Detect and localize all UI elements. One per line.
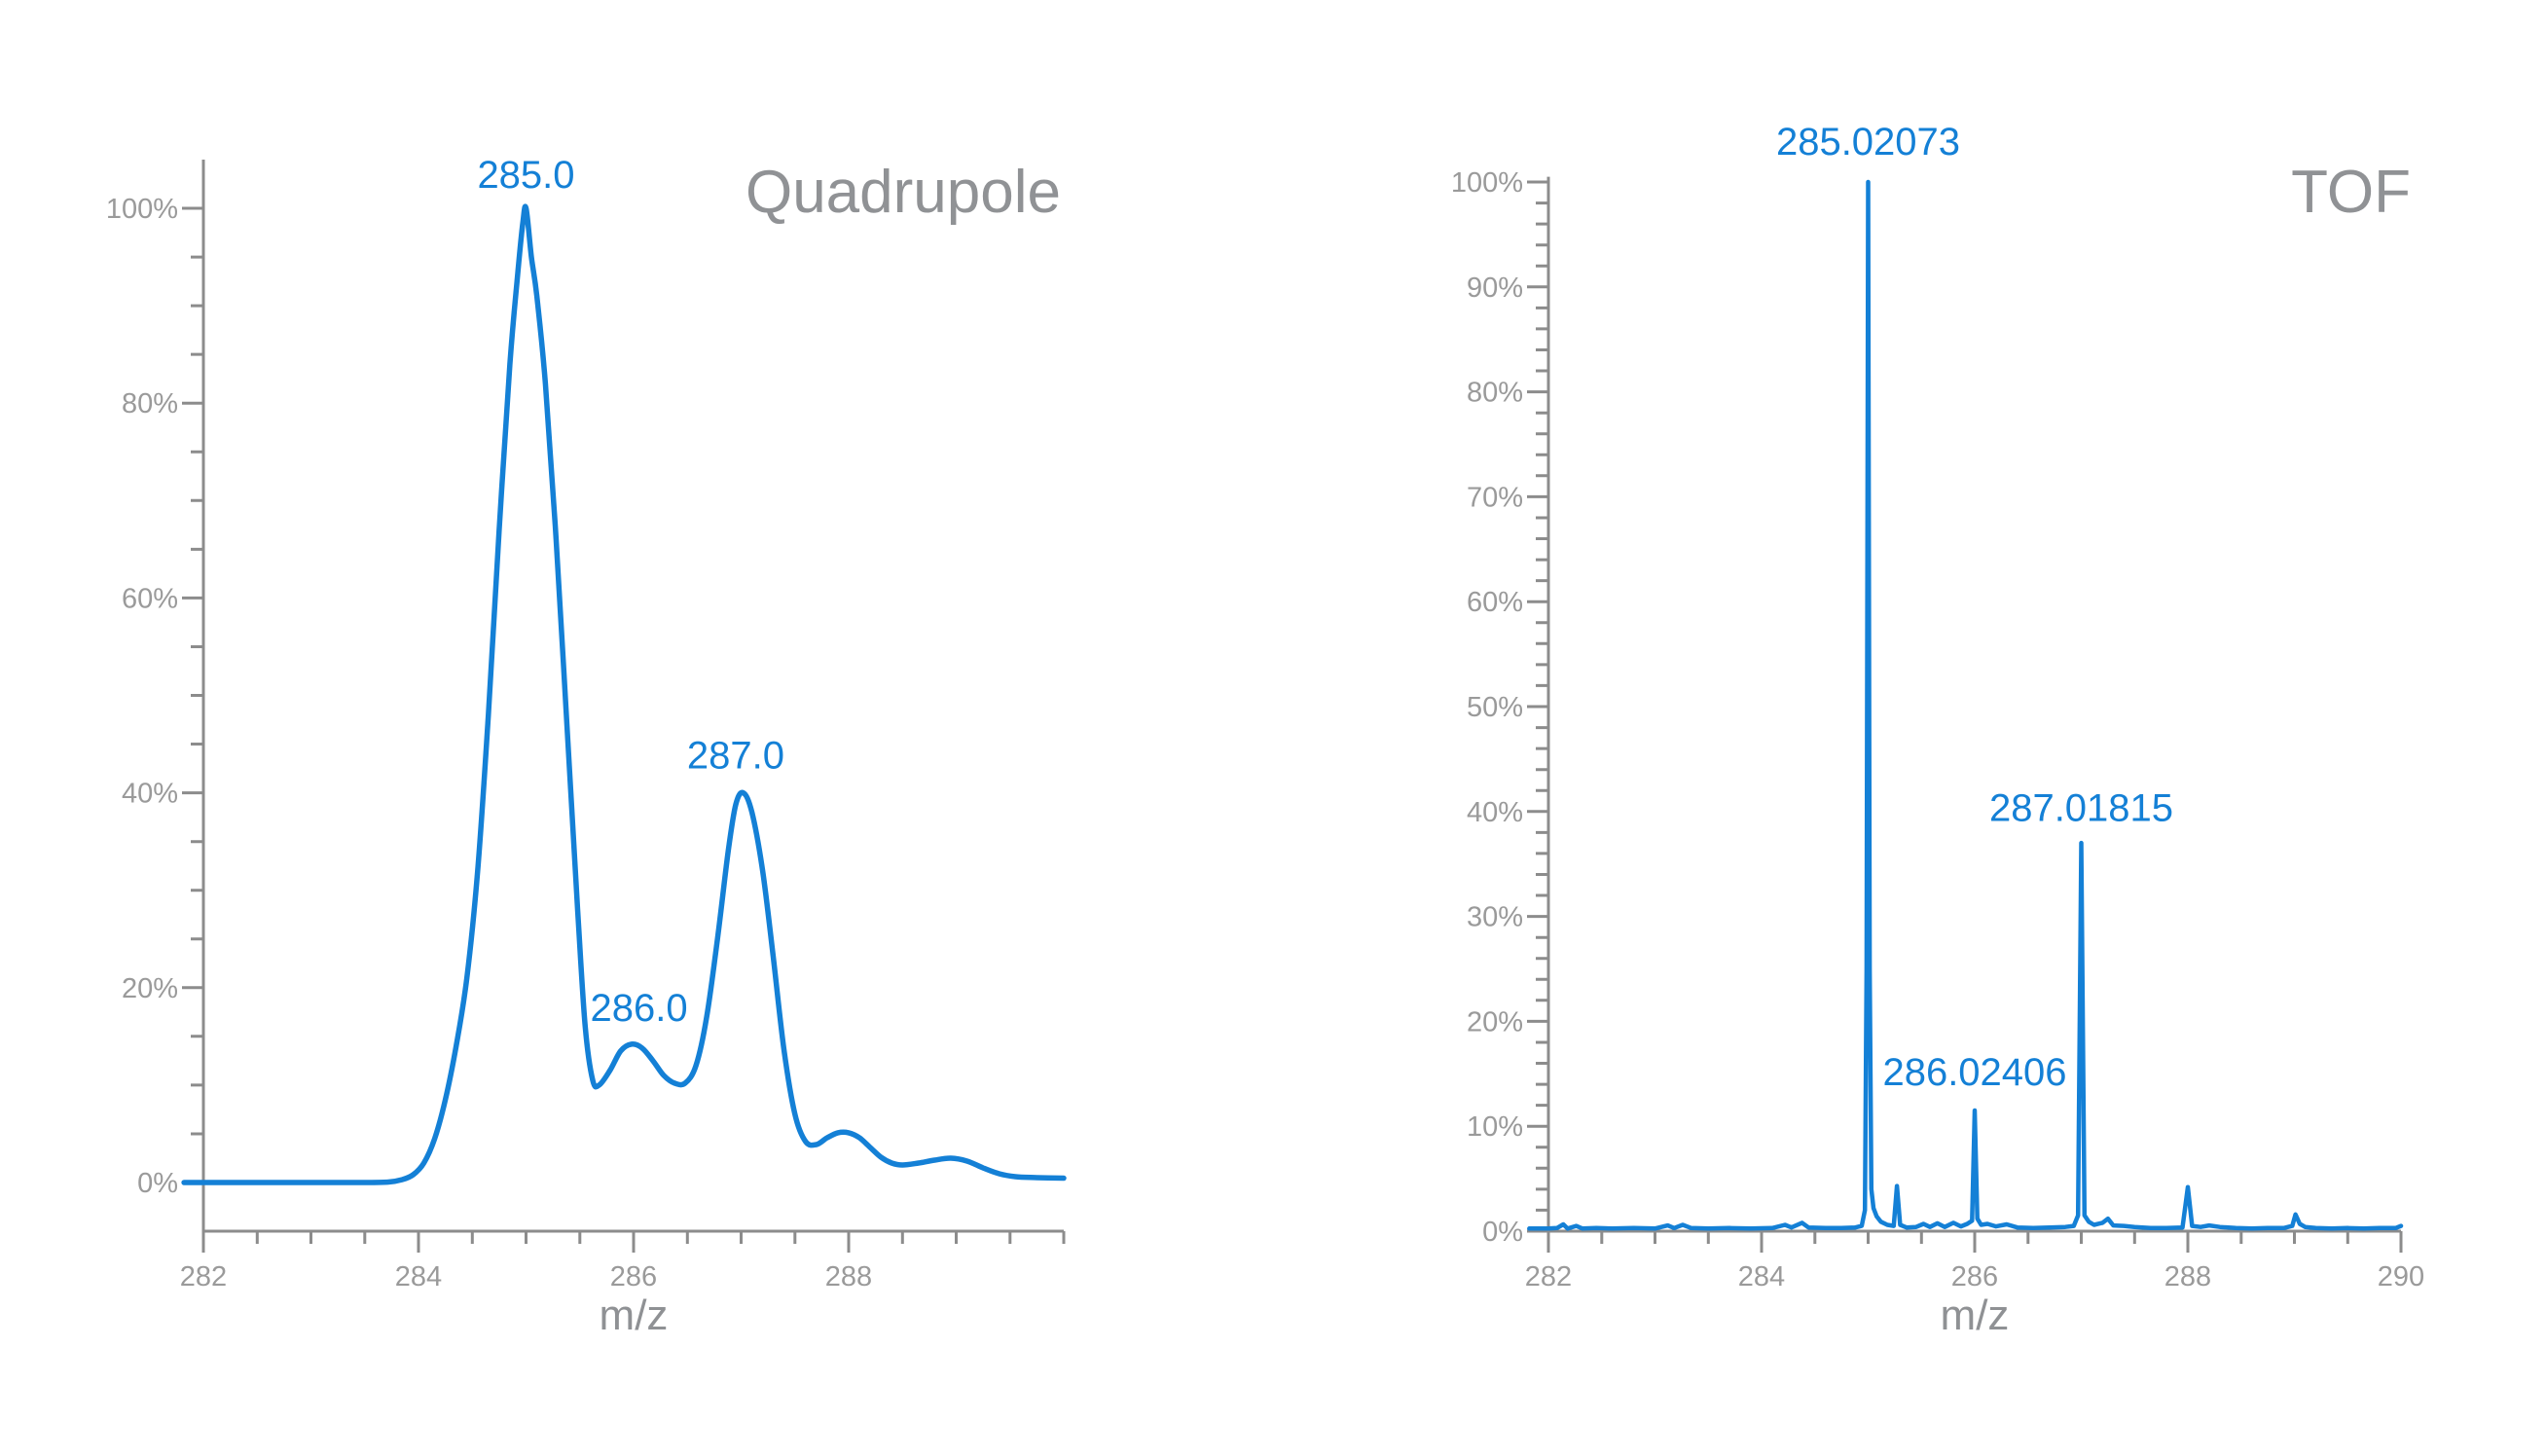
tof-y-tick-label: 20% bbox=[1467, 1006, 1523, 1037]
tof-y-tick-label: 0% bbox=[1482, 1217, 1523, 1248]
quadrupole-x-tick-label: 284 bbox=[395, 1261, 442, 1292]
tof-major-ticks bbox=[1527, 180, 2403, 1253]
quadrupole-chart: 0% 20% 40% 60% 80% 100% 282 284 286 288 m/z Quadrup… bbox=[106, 154, 1067, 1339]
quadrupole-x-tick-label: 288 bbox=[825, 1261, 872, 1292]
quadrupole-y-tick-label: 0% bbox=[137, 1168, 178, 1199]
quadrupole-y-tick-label: 80% bbox=[122, 388, 178, 419]
tof-y-tick-label: 10% bbox=[1467, 1111, 1523, 1143]
quadrupole-peak-label: 286.0 bbox=[590, 987, 687, 1030]
quadrupole-minor-ticks bbox=[191, 255, 1066, 1244]
tof-y-tick-label: 80% bbox=[1467, 378, 1523, 409]
tof-x-axis-title: m/z bbox=[1941, 1292, 2010, 1339]
quadrupole-major-ticks bbox=[182, 206, 851, 1253]
tof-x-tick-label: 284 bbox=[1738, 1261, 1785, 1292]
quadrupole-y-tick-label: 40% bbox=[122, 779, 178, 810]
quadrupole-x-axis-title: m/z bbox=[600, 1292, 669, 1339]
tof-x-tick-label: 288 bbox=[2164, 1261, 2211, 1292]
tof-chart: 0% 10% 20% 30% 40% 50% 60% 70% 80% 90% 100% 282 284 2… bbox=[1451, 121, 2424, 1339]
tof-x-tick-label: 290 bbox=[2378, 1261, 2424, 1292]
quadrupole-spectrum-trace bbox=[181, 203, 1067, 1185]
tof-y-tick-label: 100% bbox=[1451, 167, 1523, 199]
quadrupole-peak-label: 285.0 bbox=[477, 154, 574, 197]
tof-y-tick-label: 40% bbox=[1467, 797, 1523, 828]
quadrupole-axes bbox=[201, 160, 1064, 1253]
tof-peak-label: 286.02406 bbox=[1882, 1051, 2066, 1094]
quadrupole-x-tick-label: 282 bbox=[180, 1261, 227, 1292]
tof-y-tick-label: 60% bbox=[1467, 587, 1523, 618]
tof-spectrum-trace bbox=[1527, 179, 2404, 1231]
quadrupole-y-tick-label: 100% bbox=[106, 194, 178, 225]
tof-y-tick-label: 50% bbox=[1467, 692, 1523, 723]
tof-x-tick-label: 282 bbox=[1525, 1261, 1572, 1292]
quadrupole-y-tick-label: 20% bbox=[122, 973, 178, 1004]
tof-x-tick-label: 286 bbox=[1951, 1261, 1998, 1292]
tof-y-tick-label: 70% bbox=[1467, 482, 1523, 513]
tof-peak-label: 285.02073 bbox=[1776, 121, 1960, 164]
tof-title: TOF bbox=[2291, 159, 2411, 226]
tof-y-tick-label: 90% bbox=[1467, 273, 1523, 304]
quadrupole-title: Quadrupole bbox=[746, 159, 1061, 226]
tof-peak-label: 287.01815 bbox=[1989, 786, 2173, 829]
quadrupole-y-tick-label: 60% bbox=[122, 583, 178, 614]
quadrupole-x-tick-label: 286 bbox=[610, 1261, 657, 1292]
tof-minor-ticks bbox=[1536, 201, 2349, 1244]
tof-y-tick-label: 30% bbox=[1467, 902, 1523, 933]
quadrupole-peak-label: 287.0 bbox=[687, 735, 784, 778]
